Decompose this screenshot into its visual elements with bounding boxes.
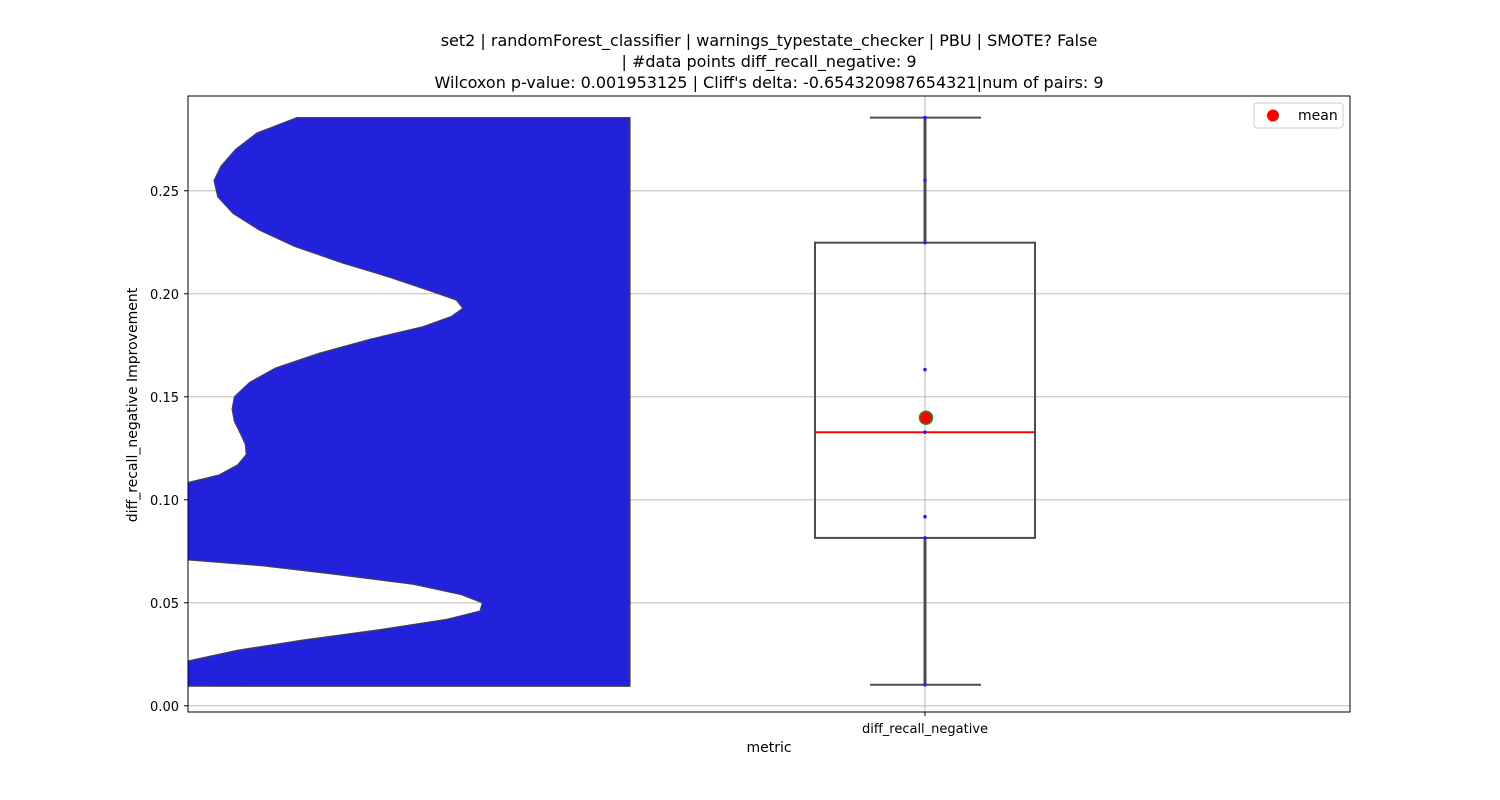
data-point: [923, 367, 927, 372]
chart-title-line-2: | #data points diff_recall_negative: 9: [621, 52, 917, 71]
data-point: [923, 430, 927, 435]
axis-layer: 0.00 0.05 0.10 0.15 0.20 0.25 diff_recall_nega…: [150, 185, 988, 737]
data-point: [923, 536, 927, 540]
violin-layer: [188, 117, 631, 687]
y-tick-label: 0.10: [150, 494, 179, 509]
y-tick-label: 0.00: [150, 700, 179, 715]
legend-mean-marker: [1267, 109, 1279, 122]
violin-body: [188, 117, 631, 687]
plot-frame: [187, 95, 1351, 713]
x-axis-label: metric: [746, 740, 791, 756]
data-point: [923, 514, 927, 519]
legend: mean: [1253, 102, 1344, 129]
chart-title-line-1: set2 | randomForest_classifier | warning…: [440, 31, 1098, 50]
y-tick-label: 0.25: [150, 185, 179, 200]
x-tick-label: diff_recall_negative: [862, 722, 988, 737]
data-point: [923, 115, 927, 120]
legend-frame: [1253, 102, 1344, 129]
y-tick-label: 0.15: [150, 391, 179, 406]
box-layer: [814, 115, 1036, 687]
data-point: [923, 683, 927, 687]
legend-mean-label: mean: [1298, 108, 1338, 124]
y-tick-label: 0.20: [150, 288, 179, 303]
data-point: [923, 240, 927, 245]
y-tick-label: 0.05: [150, 597, 179, 612]
data-point: [923, 178, 927, 183]
mean-marker: [918, 410, 934, 426]
y-axis-label: diff_recall_negative Improvement: [125, 287, 141, 522]
chart-title-line-3: Wilcoxon p-value: 0.001953125 | Cliff's …: [434, 73, 1104, 92]
